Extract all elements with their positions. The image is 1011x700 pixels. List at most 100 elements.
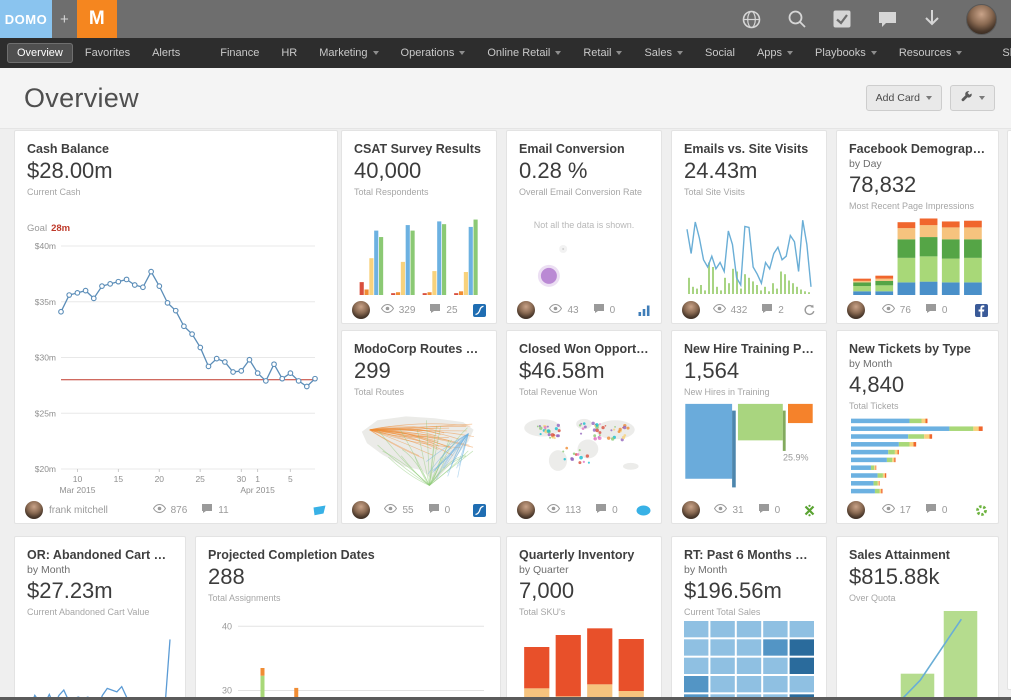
flag-icon (312, 505, 327, 516)
card-projected-completion-dates[interactable]: Projected Completion Dates 288 Total Assig… (195, 536, 501, 697)
tab-label: HR (281, 47, 298, 59)
tab-hr[interactable]: HR (271, 43, 307, 63)
tab-online-retail[interactable]: Online Retail (477, 43, 571, 63)
author-avatar[interactable] (25, 501, 43, 519)
card-title: RT: Past 6 Months Sales ... (684, 548, 814, 562)
tab-finance[interactable]: Finance (210, 43, 269, 63)
comments-icon (925, 503, 937, 517)
tab-sales[interactable]: Sales (634, 43, 693, 63)
tab-resources[interactable]: Resources (889, 43, 973, 63)
author-avatar[interactable] (682, 501, 700, 519)
chevron-down-icon (372, 51, 379, 55)
views-count: 55 (402, 504, 414, 516)
card-caption: Total Revenue Won (519, 387, 598, 397)
views-icon (547, 503, 561, 516)
comments-count: 0 (941, 504, 948, 516)
tab-label: Favorites (84, 47, 131, 59)
comments-count: 2 (778, 304, 784, 316)
card-title: New Tickets by Type (849, 342, 971, 356)
tab-retail[interactable]: Retail (573, 43, 632, 63)
tasks-icon[interactable] (832, 9, 852, 29)
svg-text:Mar 2015: Mar 2015 (60, 485, 96, 495)
author-avatar[interactable] (352, 301, 370, 319)
user-avatar[interactable] (966, 3, 997, 35)
add-card-button[interactable]: Add Card (865, 85, 942, 111)
tab-alerts[interactable]: Alerts (142, 43, 190, 63)
card-emails-vs-site-visits[interactable]: Emails vs. Site Visits 24.43m Total Site V… (671, 130, 827, 324)
svg-text:10: 10 (73, 474, 83, 484)
svg-text:Not all the data is shown.: Not all the data is shown. (534, 220, 635, 230)
tab-playbooks[interactable]: Playbooks (805, 43, 887, 63)
author-avatar[interactable] (352, 501, 370, 519)
card-rt-past-6-months-sales[interactable]: RT: Past 6 Months Sales ... by Month $196.… (671, 536, 827, 697)
card-cash-balance[interactable]: Cash Balance $28.00m Current Cash Goal 28m $4… (14, 130, 338, 524)
tab-label: Resources (898, 47, 952, 59)
card-modocorp-routes[interactable]: ModoCorp Routes Three... 299 Total Routes 5… (341, 330, 497, 524)
chevron-down-icon (459, 51, 466, 55)
card-footer: 55 0 (342, 497, 496, 523)
author-avatar[interactable] (847, 501, 865, 519)
chart-line: $40m $35m $30m $25m $20m 10 Mar 2015 15 20 25 30 1 A… (27, 238, 325, 497)
chart-hbar_stacked (849, 415, 986, 497)
card-value: $46.58m (519, 358, 605, 383)
brand-logo[interactable]: M (76, 0, 117, 38)
search-icon[interactable] (787, 9, 807, 29)
tab-label: Shared (1002, 47, 1011, 59)
svg-text:Apr 2015: Apr 2015 (240, 485, 275, 495)
card-value: 1,564 (684, 358, 740, 383)
card-or-abandoned-cart[interactable]: OR: Abandoned Cart Value by Month $27.23m C… (14, 536, 186, 697)
card-footer: 43 0 (507, 297, 661, 323)
download-icon[interactable] (923, 9, 941, 29)
card-caption: Total Tickets (849, 401, 899, 411)
page-header: Overview Add Card (0, 68, 1011, 129)
page-tools-button[interactable] (950, 85, 995, 111)
chevron-down-icon (956, 51, 963, 55)
chart-scatter_map (519, 401, 649, 497)
gear-icon (975, 504, 988, 517)
tab-favorites[interactable]: Favorites (75, 43, 140, 63)
tab-marketing[interactable]: Marketing (309, 43, 388, 63)
views-icon (881, 503, 895, 516)
views-count: 876 (170, 504, 188, 516)
card-new-hire-training[interactable]: New Hire Training Progr... 1,564 New Hires… (671, 330, 827, 524)
chat-icon[interactable] (877, 10, 898, 29)
views-count: 432 (730, 304, 748, 316)
card-value: $28.00m (27, 158, 113, 183)
author-avatar[interactable] (682, 301, 700, 319)
chevron-down-icon (555, 51, 562, 55)
svg-text:$30m: $30m (35, 353, 56, 363)
card-csat-survey[interactable]: CSAT Survey Results 40,000 Total Responden… (341, 130, 497, 324)
globe-icon[interactable] (741, 9, 762, 30)
tab-label: Playbooks (815, 47, 866, 59)
comments-count: 25 (446, 304, 458, 316)
tab-operations[interactable]: Operations (391, 43, 476, 63)
card-new-tickets-by-type[interactable]: New Tickets by Type by Month 4,840 Total Ti… (836, 330, 999, 524)
svg-text:$25m: $25m (35, 408, 56, 418)
svg-text:15: 15 (114, 474, 124, 484)
card-subtitle: by Quarter (519, 564, 569, 576)
tab-apps[interactable]: Apps (747, 43, 803, 63)
author-avatar[interactable] (517, 501, 535, 519)
author-avatar[interactable] (847, 301, 865, 319)
tab-social[interactable]: Social (695, 43, 745, 63)
tab-label: Alerts (152, 47, 181, 59)
tab-shared[interactable]: Shared (992, 43, 1011, 63)
tab-overview[interactable]: Overview (7, 43, 73, 63)
card-sales-attainment[interactable]: Sales Attainment $815.88k Over Quota (836, 536, 999, 697)
author-avatar[interactable] (517, 301, 535, 319)
domo-logo[interactable]: DOMO (0, 0, 52, 38)
card-closed-won-opportunities[interactable]: Closed Won Opportuniti... $46.58m Total Re… (506, 330, 662, 524)
card-quarterly-inventory[interactable]: Quarterly Inventory by Quarter 7,000 Total … (506, 536, 662, 697)
svg-text:20: 20 (155, 474, 165, 484)
card-footer: 76 0 (837, 297, 998, 323)
card-title: Emails vs. Site Visits (684, 142, 809, 156)
comments-icon (593, 303, 605, 317)
card-facebook-demographic[interactable]: Facebook Demographic ... by Day 78,832 Most… (836, 130, 999, 324)
top-bar: DOMO + M (0, 0, 1011, 38)
card-email-conversion[interactable]: Email Conversion 0.28 % Overall Email Conv… (506, 130, 662, 324)
card-value: 288 (208, 564, 245, 589)
comments-icon (925, 303, 937, 317)
facebook-icon (974, 303, 988, 317)
views-icon (549, 303, 563, 316)
card-value: $815.88k (849, 564, 940, 589)
